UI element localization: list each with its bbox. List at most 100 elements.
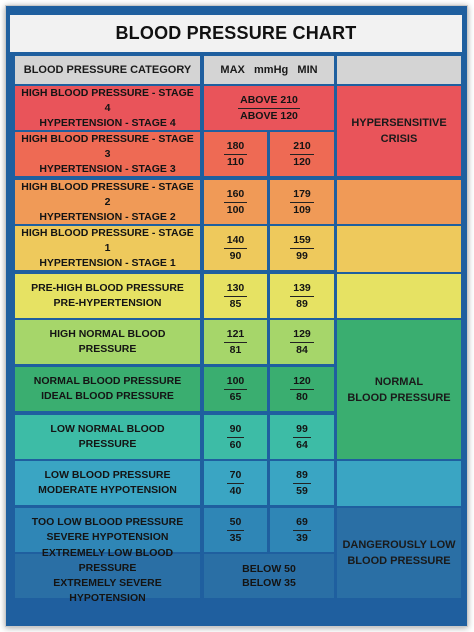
- side-band-low: [337, 461, 461, 506]
- max-value-cell: 50 35: [204, 508, 267, 552]
- category-line-1: HIGH BLOOD PRESSURE - STAGE 4: [21, 86, 194, 114]
- min-value-cell: 120 80: [270, 367, 334, 411]
- max-value-cell: 160 100: [204, 180, 267, 224]
- category-line-2: IDEAL BLOOD PRESSURE: [41, 390, 174, 402]
- min-systolic: 139: [290, 282, 314, 297]
- category-line-1: PRE-HIGH BLOOD PRESSURE: [31, 282, 184, 294]
- max-systolic: 140: [223, 234, 248, 249]
- side-band-stage-1: [337, 226, 461, 272]
- min-systolic: 69: [293, 516, 311, 531]
- min-diastolic: 120: [293, 155, 311, 168]
- max-value-cell: 130 85: [204, 274, 267, 318]
- min-diastolic: 64: [296, 438, 308, 451]
- category-cell: HIGH BLOOD PRESSURE - STAGE 4 HYPERTENSIO…: [15, 86, 200, 130]
- max-value-cell: 180 110: [204, 132, 267, 176]
- category-cell: LOW NORMAL BLOOD PRESSURE: [15, 415, 200, 459]
- danger-line-1: DANGEROUSLY LOW: [342, 539, 456, 551]
- category-cell: NORMAL BLOOD PRESSURE IDEAL BLOOD PRESSUR…: [15, 367, 200, 411]
- max-diastolic: 85: [229, 297, 242, 310]
- min-value-cell: 159 99: [270, 226, 334, 270]
- min-value-cell: 129 84: [270, 320, 334, 364]
- above-values-cell: ABOVE 210 ABOVE 120: [204, 86, 334, 130]
- min-systolic: 99: [293, 423, 311, 438]
- max-diastolic: 100: [226, 203, 245, 216]
- category-line-1: HIGH BLOOD PRESSURE - STAGE 3: [21, 132, 194, 160]
- category-line-1: TOO LOW BLOOD PRESSURE: [31, 516, 184, 528]
- min-diastolic: 89: [296, 297, 308, 310]
- category-cell: LOW BLOOD PRESSURE MODERATE HYPOTENSION: [15, 461, 200, 505]
- category-line-1: HIGH NORMAL BLOOD PRESSURE: [49, 328, 166, 355]
- max-value-cell: 121 81: [204, 320, 267, 364]
- min-systolic: 179: [290, 188, 314, 203]
- max-systolic: 130: [223, 282, 248, 297]
- category-cell: HIGH BLOOD PRESSURE - STAGE 1 HYPERTENSIO…: [15, 226, 200, 270]
- max-systolic: 100: [223, 375, 248, 390]
- normal-bp-label: NORMAL BLOOD PRESSURE: [337, 320, 461, 459]
- min-diastolic: 59: [296, 484, 308, 497]
- min-diastolic: 109: [293, 203, 311, 216]
- category-line-2: HYPERTENSION - STAGE 1: [39, 256, 176, 269]
- normal-line-1: NORMAL: [374, 375, 424, 388]
- category-cell: HIGH NORMAL BLOOD PRESSURE: [15, 320, 200, 364]
- min-value-cell: 99 64: [270, 415, 334, 459]
- side-band-pre-high: [337, 274, 461, 318]
- category-column-header: BLOOD PRESSURE CATEGORY: [15, 56, 200, 84]
- category-cell: EXTREMELY LOW BLOOD PRESSURE EXTREMELY SE…: [15, 547, 200, 604]
- category-line-2: HYPERTENSION - STAGE 4: [39, 116, 176, 129]
- page-title: BLOOD PRESSURE CHART: [10, 15, 462, 52]
- min-systolic: 120: [290, 375, 314, 390]
- min-diastolic: 39: [296, 531, 308, 544]
- max-diastolic: 60: [229, 438, 242, 451]
- category-line-1: HIGH BLOOD PRESSURE - STAGE 2: [21, 180, 194, 208]
- value-line-1: ABOVE 210: [238, 93, 300, 109]
- category-cell: TOO LOW BLOOD PRESSURE SEVERE HYPOTENSION: [15, 508, 200, 552]
- min-value-cell: 69 39: [270, 508, 334, 552]
- category-line-1: LOW NORMAL BLOOD PRESSURE: [50, 423, 165, 450]
- value-line-2: BELOW 35: [242, 577, 296, 589]
- max-value-cell: 90 60: [204, 415, 267, 459]
- max-diastolic: 65: [229, 390, 242, 403]
- max-systolic: 121: [223, 328, 248, 343]
- min-systolic: 159: [290, 234, 314, 249]
- category-line-2: EXTREMELY SEVERE HYPOTENSION: [53, 577, 162, 604]
- category-cell: HIGH BLOOD PRESSURE - STAGE 2 HYPERTENSIO…: [15, 180, 200, 224]
- side-band-stage-2: [337, 180, 461, 224]
- max-systolic: 50: [226, 516, 245, 531]
- max-value-cell: 140 90: [204, 226, 267, 270]
- min-systolic: 129: [290, 328, 314, 343]
- category-cell: HIGH BLOOD PRESSURE - STAGE 3 HYPERTENSIO…: [15, 132, 200, 176]
- max-diastolic: 35: [229, 531, 242, 544]
- max-systolic: 90: [226, 423, 245, 438]
- normal-line-2: BLOOD PRESSURE: [347, 391, 451, 404]
- max-systolic: 70: [226, 469, 245, 484]
- max-diastolic: 110: [227, 155, 244, 168]
- category-line-2: HYPERTENSION - STAGE 2: [39, 210, 176, 223]
- category-line-1: LOW BLOOD PRESSURE: [44, 469, 171, 481]
- min-value-cell: 179 109: [270, 180, 334, 224]
- crisis-line-2: CRISIS: [380, 133, 418, 145]
- dangerously-low-label: DANGEROUSLY LOW BLOOD PRESSURE: [337, 508, 461, 598]
- max-value-cell: 70 40: [204, 461, 267, 505]
- value-line-2: ABOVE 120: [240, 110, 298, 122]
- max-value-cell: 100 65: [204, 367, 267, 411]
- min-diastolic: 84: [296, 343, 308, 356]
- category-line-2: SEVERE HYPOTENSION: [46, 531, 169, 543]
- category-line-1: HIGH BLOOD PRESSURE - STAGE 1: [21, 226, 194, 254]
- values-column-header: MAX mmHg MIN: [204, 56, 334, 84]
- crisis-line-1: HYPERSENSITIVE: [351, 117, 447, 129]
- danger-line-2: BLOOD PRESSURE: [347, 555, 451, 567]
- hypersensitive-crisis-label: HYPERSENSITIVE CRISIS: [337, 86, 461, 176]
- min-value-cell: 89 59: [270, 461, 334, 505]
- side-column-header: [337, 56, 461, 84]
- category-line-1: NORMAL BLOOD PRESSURE: [33, 375, 182, 387]
- max-diastolic: 81: [229, 343, 242, 356]
- min-systolic: 89: [293, 469, 311, 484]
- max-systolic: 180: [223, 140, 248, 155]
- min-diastolic: 80: [296, 390, 308, 403]
- category-line-2: MODERATE HYPOTENSION: [38, 484, 177, 496]
- min-diastolic: 99: [296, 249, 308, 262]
- max-systolic: 160: [223, 188, 248, 203]
- value-line-1: BELOW 50: [242, 563, 296, 575]
- min-value-cell: 210 120: [270, 132, 334, 176]
- min-value-cell: 139 89: [270, 274, 334, 318]
